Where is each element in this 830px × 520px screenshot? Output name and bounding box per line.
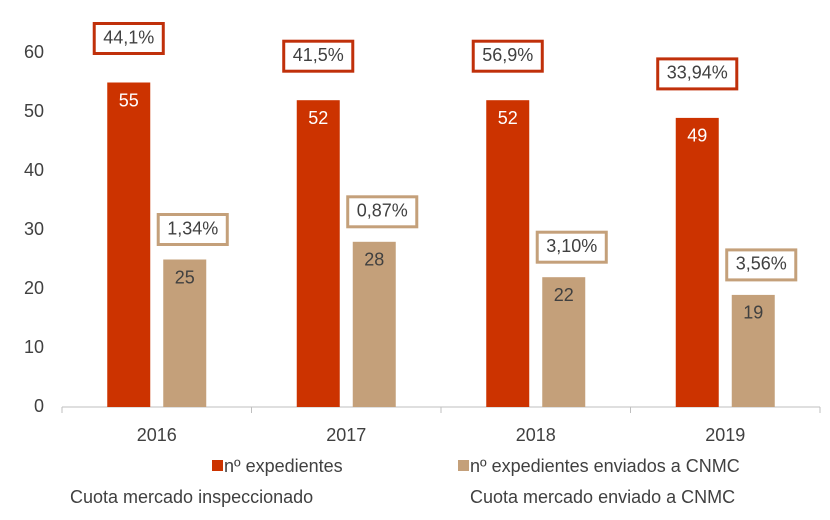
annotation-box	[282, 39, 355, 73]
data-label: 52	[308, 108, 328, 128]
data-label: 52	[498, 108, 518, 128]
annotation-label: 44,1%	[103, 27, 154, 47]
data-label: 49	[687, 126, 707, 146]
data-label: 55	[119, 90, 139, 110]
legend-label: Cuota mercado inspeccionado	[70, 487, 313, 507]
legend-swatch	[458, 460, 469, 471]
x-tick-label: 2019	[705, 425, 745, 445]
data-label: 28	[364, 250, 384, 270]
x-tick-label: 2016	[137, 425, 177, 445]
bar	[107, 82, 151, 407]
annotation-box	[92, 22, 165, 55]
data-label: 22	[554, 285, 574, 305]
bar	[296, 100, 340, 407]
y-tick-label: 40	[24, 160, 44, 180]
annotation-box	[471, 39, 544, 73]
data-label: 25	[175, 267, 195, 287]
annotation-label: 3,10%	[546, 236, 597, 256]
bar	[731, 294, 775, 407]
annotation-label: 3,56%	[736, 254, 787, 274]
bar	[675, 117, 719, 408]
y-tick-label: 10	[24, 337, 44, 357]
data-label: 19	[743, 303, 763, 323]
y-tick-label: 50	[24, 101, 44, 121]
annotation-box	[535, 230, 608, 264]
legend-label: nº expedientes	[224, 456, 343, 476]
annotation-label: 1,34%	[167, 218, 218, 238]
bar	[163, 259, 207, 407]
legend-label: nº expedientes enviados a CNMC	[470, 456, 740, 476]
annotation-box	[346, 195, 419, 229]
bar	[352, 241, 396, 407]
legend-swatch	[212, 460, 223, 471]
annotation-box	[656, 57, 739, 91]
y-tick-label: 60	[24, 42, 44, 62]
x-tick-label: 2018	[516, 425, 556, 445]
annotation-label: 56,9%	[482, 45, 533, 65]
bar	[542, 277, 586, 407]
annotation-label: 33,94%	[667, 63, 728, 83]
y-tick-label: 30	[24, 219, 44, 239]
x-tick-label: 2017	[326, 425, 366, 445]
annotation-box	[725, 248, 798, 282]
y-tick-label: 0	[34, 396, 44, 416]
legend-label: Cuota mercado enviado a CNMC	[470, 487, 735, 507]
annotation-box	[156, 213, 229, 246]
y-tick-label: 20	[24, 278, 44, 298]
annotation-label: 0,87%	[357, 201, 408, 221]
annotation-label: 41,5%	[293, 45, 344, 65]
bar	[486, 100, 530, 407]
